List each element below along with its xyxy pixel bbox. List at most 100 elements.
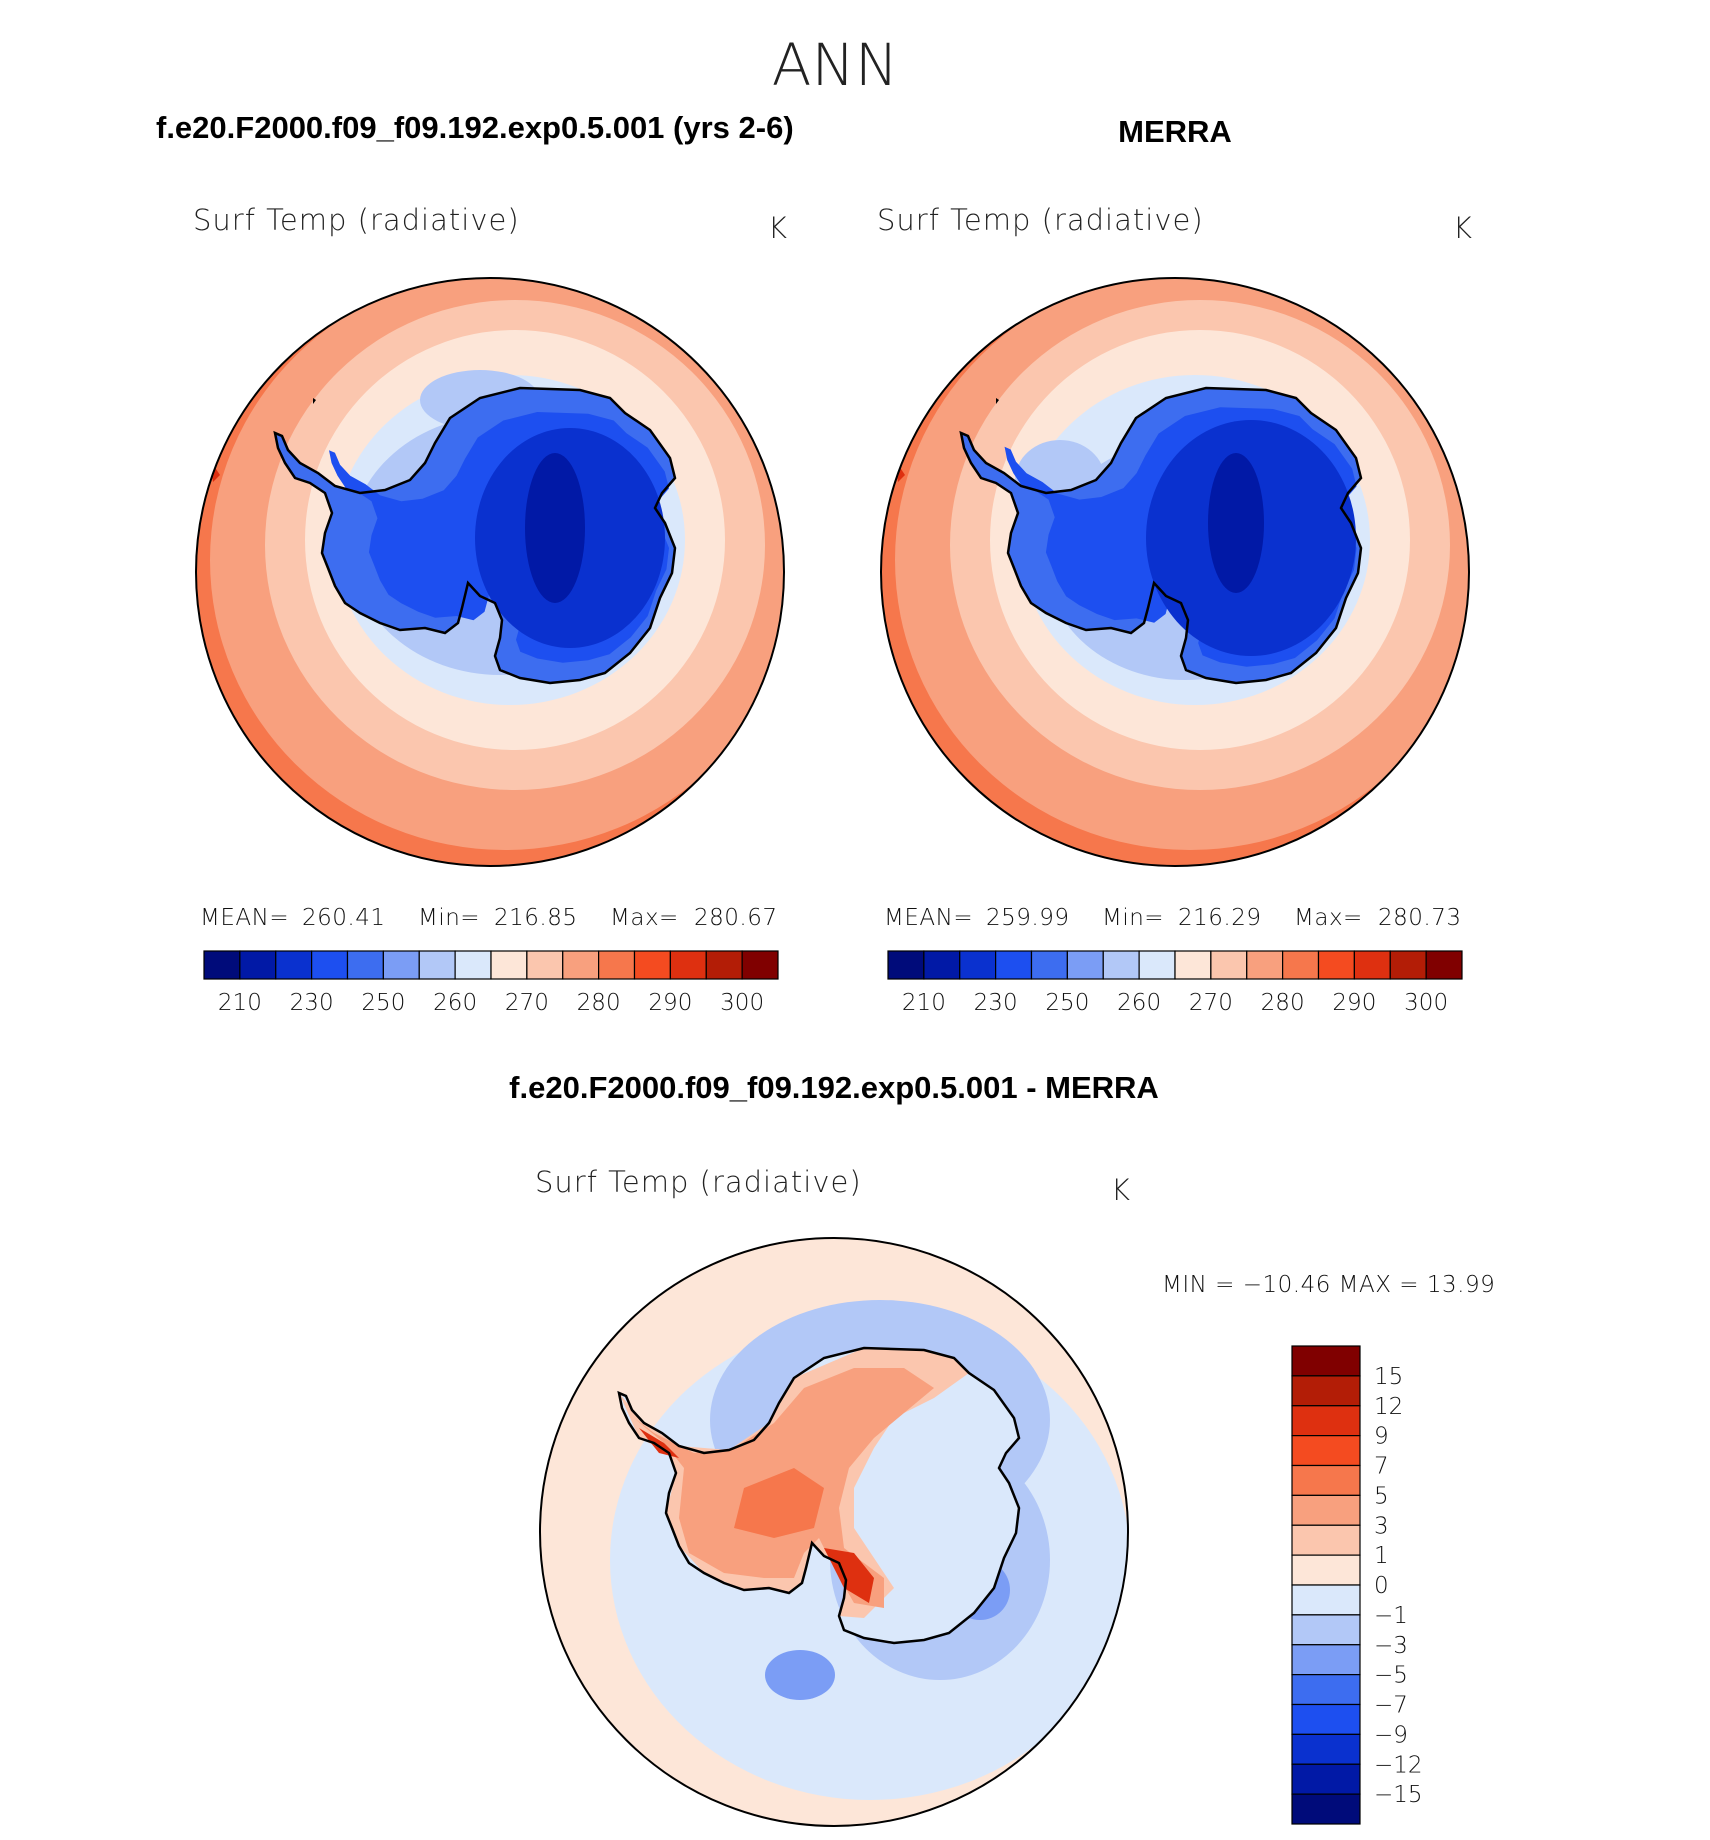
diff-colorbar-tick-label: 15 [1374, 1364, 1403, 1390]
obs-colorbar-tick-label: 270 [1189, 990, 1233, 1016]
obs-colorbar-swatch [1210, 950, 1248, 980]
panel-obs-header: MERRA [1118, 114, 1232, 149]
diff-colorbar-swatch [1291, 1644, 1361, 1676]
diff-colorbar-tick-label: −5 [1374, 1663, 1408, 1689]
panel-obs-max-label: Max= [1294, 905, 1363, 931]
panel-obs-units: K [1453, 211, 1473, 245]
model-colorbar-tick-label: 300 [720, 990, 764, 1016]
diff-colorbar-swatch [1291, 1793, 1361, 1825]
model-colorbar-swatch [454, 950, 492, 980]
diff-colorbar-tick-label: −7 [1374, 1693, 1408, 1719]
obs-colorbar-swatch [1102, 950, 1140, 980]
diff-colorbar-swatch [1291, 1345, 1361, 1377]
obs-colorbar-swatch [1174, 950, 1212, 980]
diff-colorbar-swatch [1291, 1435, 1361, 1467]
obs-colorbar-swatch [995, 950, 1033, 980]
panel-diff-minmax: MIN = −10.46 MAX = 13.99 [1162, 1272, 1495, 1298]
panel-obs-map [881, 278, 1469, 866]
panel-obs-variable: Surf Temp (radiative) [877, 203, 1204, 237]
obs-colorbar-swatch [923, 950, 961, 980]
obs-colorbar-tick-label: 210 [902, 990, 946, 1016]
diff-colorbar-tick-label: 1 [1374, 1543, 1389, 1569]
diff-colorbar-swatch [1291, 1494, 1361, 1526]
diff-colorbar-tick-label: 7 [1374, 1454, 1389, 1480]
diff-colorbar-swatch [1291, 1733, 1361, 1765]
panel-model-min-label: Min= [418, 905, 480, 931]
diff-colorbar-swatch [1291, 1703, 1361, 1735]
model-colorbar-swatch [705, 950, 743, 980]
model-colorbar-tick-label: 210 [218, 990, 262, 1016]
panel-model-map-border [195, 277, 785, 867]
obs-colorbar-swatch [1425, 950, 1463, 980]
panel-diff: f.e20.F2000.f09_f09.192.exp0.5.001 - MER… [509, 1070, 1495, 1827]
panel-diff-variable: Surf Temp (radiative) [535, 1165, 862, 1199]
model-colorbar-swatch [669, 950, 707, 980]
obs-colorbar-tick-label: 290 [1332, 990, 1376, 1016]
diff-colorbar-swatch [1291, 1674, 1361, 1706]
model-colorbar-swatch [382, 950, 420, 980]
model-colorbar-swatch [418, 950, 456, 980]
panel-obs: MERRA Surf Temp (radiative) K [877, 114, 1473, 1016]
panel-model-max: 280.67 [694, 905, 777, 931]
model-colorbar-swatch [203, 950, 241, 980]
diff-colorbar-tick-label: 9 [1374, 1424, 1389, 1450]
panel-obs-colorbar: 210 230 250 260 270 280 290 300 [887, 950, 1463, 1016]
model-colorbar-tick-label: 260 [433, 990, 477, 1016]
panel-model-mean-label: MEAN= [200, 905, 289, 931]
panel-obs-min: 216.29 [1178, 905, 1261, 931]
panel-model-colorbar: 210 230 250 260 270 280 290 300 [203, 950, 779, 1016]
diff-colorbar-swatch [1291, 1464, 1361, 1496]
diff-colorbar-swatch [1291, 1524, 1361, 1556]
panel-model-header: f.e20.F2000.f09_f09.192.exp0.5.001 (yrs … [156, 110, 794, 145]
model-colorbar-tick-label: 270 [505, 990, 549, 1016]
diff-colorbar-tick-label: −12 [1374, 1752, 1423, 1778]
model-colorbar-swatch [311, 950, 349, 980]
obs-colorbar-swatch [1246, 950, 1284, 980]
model-colorbar-swatch [490, 950, 528, 980]
panel-diff-colorbar: 15 12 9 7 5 3 1 0 −1 −3 −5 −7 −9 −12 −15 [1291, 1345, 1423, 1825]
panel-model: f.e20.F2000.f09_f09.192.exp0.5.001 (yrs … [156, 110, 794, 1016]
panel-obs-map-border [880, 277, 1470, 867]
diff-colorbar-tick-label: 5 [1374, 1483, 1389, 1509]
diff-colorbar-swatch [1291, 1405, 1361, 1437]
diff-colorbar-swatch [1291, 1554, 1361, 1586]
obs-colorbar-tick-label: 230 [974, 990, 1018, 1016]
obs-colorbar-swatch [887, 950, 925, 980]
model-colorbar-tick-label: 280 [577, 990, 621, 1016]
diff-colorbar-tick-label: 12 [1374, 1394, 1403, 1420]
diff-colorbar-tick-label: −1 [1374, 1603, 1408, 1629]
obs-colorbar-tick-label: 300 [1404, 990, 1448, 1016]
season-title: ANN [772, 31, 898, 99]
panel-model-mean: 260.41 [302, 905, 385, 931]
diff-colorbar-tick-label: −3 [1374, 1633, 1408, 1659]
panel-diff-map [540, 1238, 1128, 1826]
obs-colorbar-swatch [1353, 950, 1391, 980]
panel-model-variable: Surf Temp (radiative) [193, 203, 520, 237]
panel-model-max-label: Max= [610, 905, 679, 931]
diff-colorbar-swatch [1291, 1375, 1361, 1407]
model-colorbar-swatch [346, 950, 384, 980]
obs-colorbar-swatch [1389, 950, 1427, 980]
obs-colorbar-swatch [1030, 950, 1068, 980]
panel-diff-map-border [539, 1237, 1129, 1827]
model-colorbar-swatch [562, 950, 600, 980]
diff-colorbar-tick-label: −15 [1374, 1782, 1423, 1808]
model-colorbar-tick-label: 250 [361, 990, 405, 1016]
model-colorbar-swatch [275, 950, 313, 980]
panel-model-map [196, 278, 784, 866]
panel-model-units: K [768, 211, 788, 245]
obs-colorbar-swatch [1138, 950, 1176, 980]
panel-diff-header: f.e20.F2000.f09_f09.192.exp0.5.001 - MER… [509, 1070, 1159, 1105]
diff-colorbar-tick-label: 3 [1374, 1513, 1389, 1539]
model-colorbar-tick-label: 230 [290, 990, 334, 1016]
obs-colorbar-swatch [959, 950, 997, 980]
panel-obs-stats: MEAN= 259.99 Min= 216.29 Max= 280.73 [884, 905, 1461, 931]
model-colorbar-swatch [633, 950, 671, 980]
model-colorbar-tick-label: 290 [648, 990, 692, 1016]
diff-colorbar-tick-label: 0 [1374, 1573, 1389, 1599]
panel-obs-min-label: Min= [1102, 905, 1164, 931]
panel-obs-mean: 259.99 [986, 905, 1069, 931]
model-colorbar-swatch [598, 950, 636, 980]
obs-colorbar-tick-label: 250 [1045, 990, 1089, 1016]
